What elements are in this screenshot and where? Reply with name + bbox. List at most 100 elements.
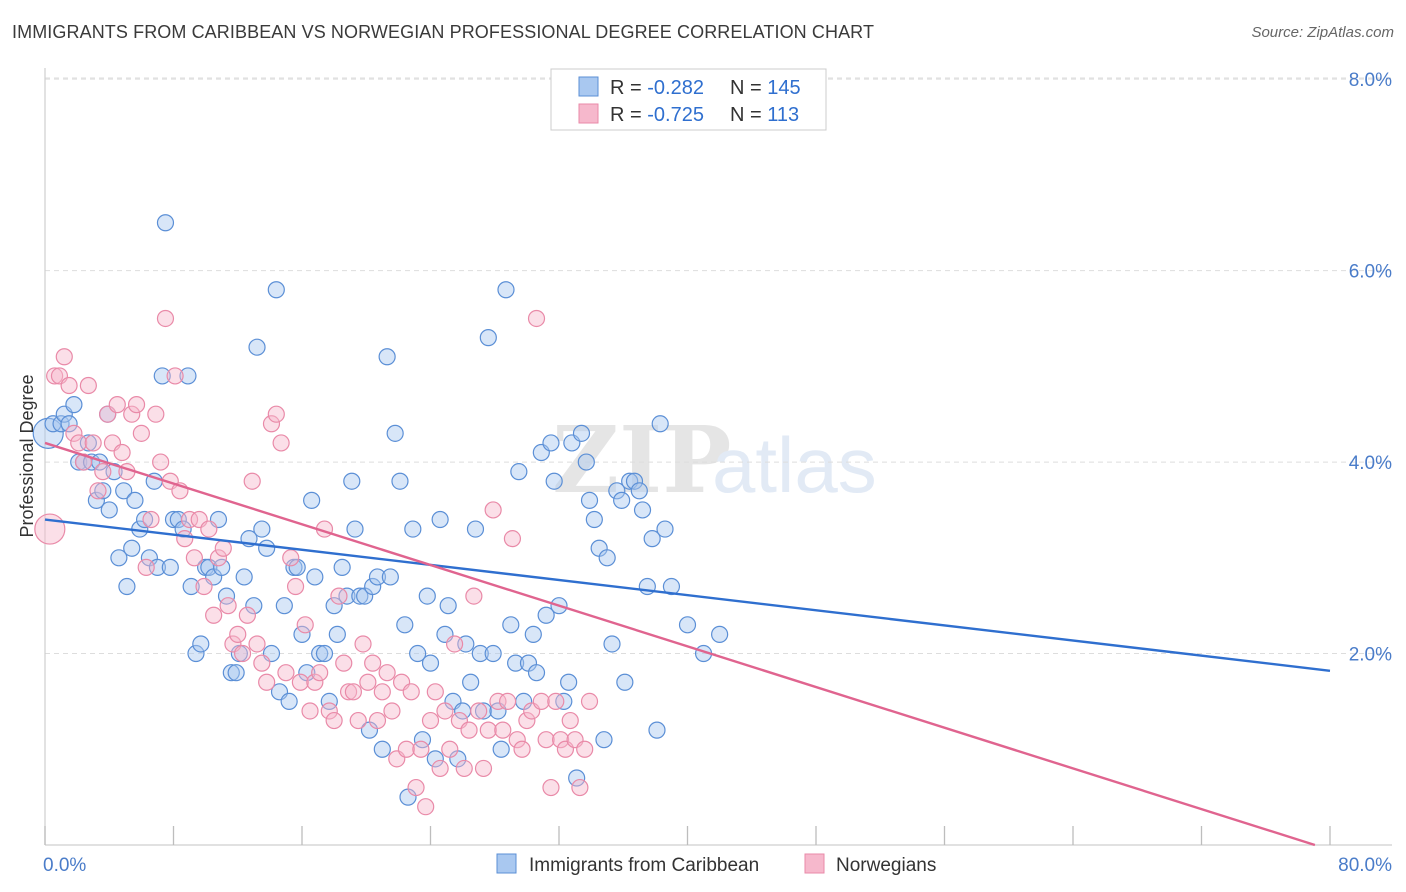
caribbean-point-83 <box>404 520 422 538</box>
x-tick-label-max: 80.0% <box>1338 855 1392 876</box>
norwegian-point-18 <box>127 396 146 414</box>
caribbean-point-4 <box>60 415 78 433</box>
y-tick-label-2: 6.0% <box>1349 262 1392 283</box>
norwegian-point-55 <box>306 673 324 691</box>
caribbean-point-126 <box>595 731 613 749</box>
norwegian-point-78 <box>417 798 435 816</box>
caribbean-point-77 <box>378 348 396 366</box>
norwegian-point-68 <box>368 711 387 730</box>
caribbean-point-17 <box>115 482 133 500</box>
norwegian-point-71 <box>383 702 401 720</box>
norwegian-point-40 <box>233 644 252 663</box>
legend-n-value-1: 145 <box>767 77 800 99</box>
norwegian-point-53 <box>296 616 314 634</box>
caribbean-point-74 <box>364 577 382 596</box>
norwegian-point-70 <box>378 664 396 682</box>
caribbean-point-123 <box>580 491 599 509</box>
norwegian-point-88 <box>465 587 483 605</box>
norwegian-point-6 <box>70 434 88 452</box>
series-norwegians-points <box>34 309 599 816</box>
norwegian-point-83 <box>441 740 459 758</box>
norwegian-point-45 <box>258 673 276 691</box>
norwegian-point-60 <box>330 587 348 605</box>
caribbean-point-113 <box>537 606 555 624</box>
watermark: ZIP atlas <box>552 406 877 514</box>
caribbean-point-131 <box>616 673 634 691</box>
caribbean-point-139 <box>651 415 669 433</box>
caribbean-point-79 <box>386 424 404 442</box>
norwegian-point-93 <box>489 692 507 711</box>
caribbean-point-45 <box>235 568 253 586</box>
caribbean-point-58 <box>293 625 311 643</box>
caribbean-point-67 <box>333 558 351 576</box>
norwegian-point-64 <box>349 711 367 730</box>
norwegian-point-77 <box>412 740 430 758</box>
norwegian-point-43 <box>248 635 266 653</box>
norwegian-point-20 <box>137 558 155 576</box>
caribbean-point-84 <box>409 644 427 663</box>
y-tick-label-3: 8.0% <box>1349 70 1392 91</box>
caribbean-point-96 <box>462 673 480 691</box>
caribbean-point-127 <box>598 549 616 567</box>
legend-r-value-2: -0.725 <box>647 104 704 126</box>
svg-text:R = -0.725: R = -0.725 <box>610 104 704 126</box>
caribbean-point-101 <box>484 644 502 663</box>
norwegian-point-35 <box>209 549 228 567</box>
caribbean-point-134 <box>630 482 648 500</box>
norwegian-point-92 <box>484 501 502 519</box>
norwegian-point-44 <box>253 654 271 672</box>
norwegian-point-103 <box>537 731 555 749</box>
x-tick-label-min: 0.0% <box>43 855 86 876</box>
norwegian-point-104 <box>542 778 560 797</box>
legend-n-label-2: N = <box>730 104 767 126</box>
caribbean-point-71 <box>351 587 369 605</box>
caribbean-point-18 <box>118 577 136 596</box>
caribbean-point-118 <box>560 673 578 691</box>
norwegian-point-14 <box>108 396 126 414</box>
norwegian-point-58 <box>320 702 338 720</box>
caribbean-point-98 <box>471 644 489 663</box>
caribbean-point-26 <box>153 367 171 385</box>
norwegian-point-8 <box>79 376 97 395</box>
svg-text:R = -0.282: R = -0.282 <box>610 77 704 99</box>
norwegian-point-96 <box>503 530 522 548</box>
caribbean-point-104 <box>497 281 515 299</box>
norwegian-point-37 <box>219 597 237 615</box>
caribbean-point-69 <box>343 472 361 490</box>
chart-title: IMMIGRANTS FROM CARIBBEAN VS NORWEGIAN P… <box>12 22 875 42</box>
norwegian-point-19 <box>132 424 150 442</box>
caribbean-point-138 <box>648 721 666 739</box>
caribbean-point-141 <box>662 577 681 596</box>
norwegian-point-99 <box>518 711 536 730</box>
norwegian-point-82 <box>436 702 454 720</box>
norwegian-point-48 <box>272 434 290 452</box>
axes <box>44 68 1392 846</box>
norwegian-point-28 <box>176 530 194 548</box>
caribbean-point-54 <box>275 597 293 615</box>
caribbean-point-124 <box>585 510 603 529</box>
norwegian-point-65 <box>354 635 372 653</box>
caribbean-point-133 <box>625 472 644 490</box>
norwegian-point-0 <box>34 513 66 545</box>
caribbean-point-140 <box>656 520 674 538</box>
caribbean-point-70 <box>346 520 364 538</box>
norwegian-point-102 <box>532 692 550 711</box>
norwegian-point-3 <box>55 348 73 366</box>
norwegian-point-56 <box>311 664 329 682</box>
bottom-legend-label-norwegians: Norwegians <box>836 855 936 876</box>
trend-line-norwegians <box>44 441 1316 847</box>
norwegian-point-91 <box>479 721 497 739</box>
caribbean-point-120 <box>568 769 586 787</box>
caribbean-point-106 <box>507 654 525 672</box>
caribbean-point-115 <box>545 472 563 490</box>
norwegian-point-22 <box>147 405 165 423</box>
norwegian-point-84 <box>445 635 464 653</box>
norwegian-point-105 <box>547 692 565 711</box>
series-caribbean-points <box>32 214 729 806</box>
norwegian-point-75 <box>402 683 420 701</box>
caribbean-point-60 <box>303 491 321 509</box>
bottom-legend-swatch-caribbean <box>496 853 517 874</box>
norwegian-point-11 <box>94 463 112 481</box>
caribbean-point-130 <box>613 491 631 509</box>
caribbean-point-57 <box>288 558 306 576</box>
